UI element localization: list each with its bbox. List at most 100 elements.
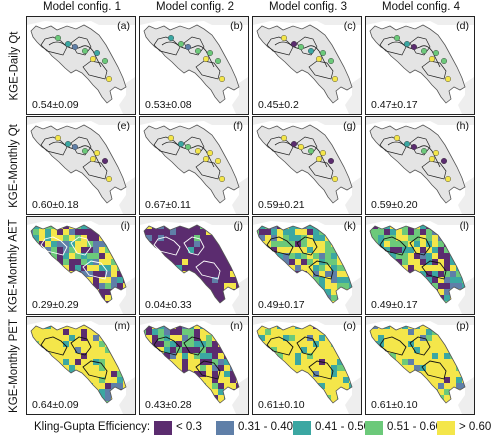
station-marker	[105, 76, 112, 83]
basin-outline	[183, 236, 205, 256]
legend-label-5: > 0.60	[459, 421, 492, 433]
column-title-4: Model config. 4	[382, 1, 460, 13]
station-marker	[429, 156, 436, 163]
neighbor-country	[253, 217, 361, 225]
legend-label-2: 0.31 - 0.40	[238, 421, 293, 433]
basin-outline	[296, 236, 318, 256]
map-panel: (b) 0.53±0.08	[139, 16, 249, 115]
station-marker	[411, 144, 418, 151]
country-outline	[256, 124, 353, 204]
station-marker	[82, 148, 89, 155]
map-panel: (f) 0.67±0.11	[139, 116, 249, 215]
country-map	[140, 17, 248, 114]
country-outline	[143, 224, 240, 304]
station-marker	[93, 150, 100, 157]
country-map	[27, 117, 135, 214]
legend-swatch-4	[365, 421, 383, 435]
panel-kge-stat: 0.67±0.11	[145, 199, 191, 211]
station-marker	[404, 41, 411, 48]
basin-outline	[409, 136, 431, 156]
basin-outline	[379, 236, 407, 256]
station-marker	[432, 50, 439, 57]
station-marker	[72, 44, 79, 51]
panel-label: (i)	[120, 220, 130, 232]
station-marker	[291, 141, 298, 148]
neighbor-country	[27, 17, 135, 25]
country-map	[140, 217, 248, 314]
station-marker	[429, 56, 436, 63]
map-panel: (l) 0.49±0.17	[365, 216, 475, 315]
panel-kge-stat: 0.49±0.17	[258, 299, 305, 311]
map-panel: (d) 0.47±0.17	[365, 16, 475, 115]
neighbor-country	[458, 377, 474, 414]
station-marker	[327, 58, 334, 65]
basin-outline	[266, 236, 294, 256]
neighbor-country	[345, 377, 361, 414]
station-marker	[308, 48, 315, 55]
basin-outline	[421, 360, 447, 380]
panel-kge-stat: 0.61±0.10	[258, 399, 305, 411]
station-marker	[203, 56, 210, 63]
basin-outline	[183, 36, 205, 56]
country-map	[366, 217, 474, 314]
neighbor-country	[345, 277, 361, 314]
neighbor-country	[366, 17, 474, 25]
panel-label: (a)	[117, 20, 130, 32]
station-marker	[105, 176, 112, 183]
panel-kge-stat: 0.60±0.18	[32, 199, 79, 211]
country-map	[27, 217, 135, 314]
neighbor-country	[458, 177, 474, 214]
station-marker	[444, 176, 451, 183]
legend-title: Kling-Gupta Efficiency:	[34, 421, 151, 433]
panel-kge-stat: 0.45±0.2	[258, 99, 299, 111]
legend-label-3: 0.41 - 0.50	[315, 421, 370, 433]
station-marker	[203, 156, 210, 163]
basin-outline	[40, 236, 68, 256]
panel-kge-stat: 0.29±0.29	[32, 299, 79, 311]
row-title-2: KGE-Monthly Qt	[8, 123, 20, 208]
row-title-1: KGE-Daily Qt	[8, 30, 21, 101]
basin-outline	[308, 260, 334, 280]
panel-label: (o)	[343, 320, 356, 332]
legend-label-1: < 0.3	[176, 421, 202, 433]
neighbor-country	[27, 317, 135, 325]
legend-swatch-3	[293, 421, 311, 435]
panel-label: (p)	[456, 320, 469, 332]
basin-outline	[266, 136, 294, 156]
neighbor-country	[140, 17, 248, 25]
station-marker	[206, 150, 213, 157]
station-marker	[168, 35, 175, 42]
station-marker	[281, 35, 288, 42]
river-line	[48, 41, 102, 68]
station-marker	[291, 41, 298, 48]
map-panel: (m) 0.64±0.09	[26, 316, 136, 415]
legend-swatch-5	[437, 421, 455, 435]
map-panel: (a) 0.54±0.09	[26, 16, 136, 115]
column-title-1: Model config. 1	[43, 1, 121, 13]
neighbor-country	[253, 17, 361, 25]
panel-label: (g)	[343, 120, 356, 132]
map-panel: (o) 0.61±0.10	[252, 316, 362, 415]
panel-kge-stat: 0.54±0.09	[32, 99, 79, 111]
station-marker	[308, 148, 315, 155]
country-outline	[30, 24, 127, 104]
station-marker	[101, 58, 108, 65]
basin-outline	[409, 336, 431, 356]
station-marker	[82, 48, 89, 55]
neighbor-country	[345, 77, 361, 114]
map-panel: (n) 0.43±0.28	[139, 316, 249, 415]
country-outline	[143, 24, 240, 104]
panel-label: (h)	[456, 120, 469, 132]
basin-outline	[266, 36, 294, 56]
panel-label: (c)	[343, 20, 356, 32]
station-marker	[90, 156, 97, 163]
panel-kge-stat: 0.61±0.10	[371, 399, 418, 411]
station-marker	[421, 148, 428, 155]
panel-kge-stat: 0.59±0.20	[371, 199, 418, 211]
station-marker	[218, 176, 225, 183]
river-line	[161, 141, 215, 168]
basin-outline	[379, 136, 407, 156]
panel-label: (e)	[117, 120, 130, 132]
neighbor-country	[366, 217, 474, 225]
station-marker	[331, 176, 338, 183]
